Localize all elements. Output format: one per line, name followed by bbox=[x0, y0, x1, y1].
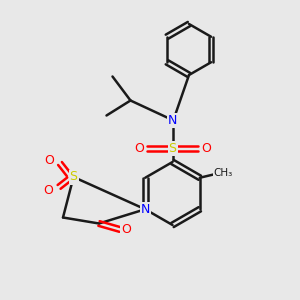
Text: O: O bbox=[44, 154, 54, 167]
Text: S: S bbox=[169, 142, 176, 155]
Text: N: N bbox=[168, 113, 177, 127]
Text: S: S bbox=[70, 170, 77, 184]
Text: O: O bbox=[122, 223, 131, 236]
Text: N: N bbox=[140, 203, 150, 216]
Text: O: O bbox=[134, 142, 144, 155]
Text: CH₃: CH₃ bbox=[214, 168, 233, 178]
Text: O: O bbox=[43, 184, 52, 197]
Text: O: O bbox=[201, 142, 211, 155]
